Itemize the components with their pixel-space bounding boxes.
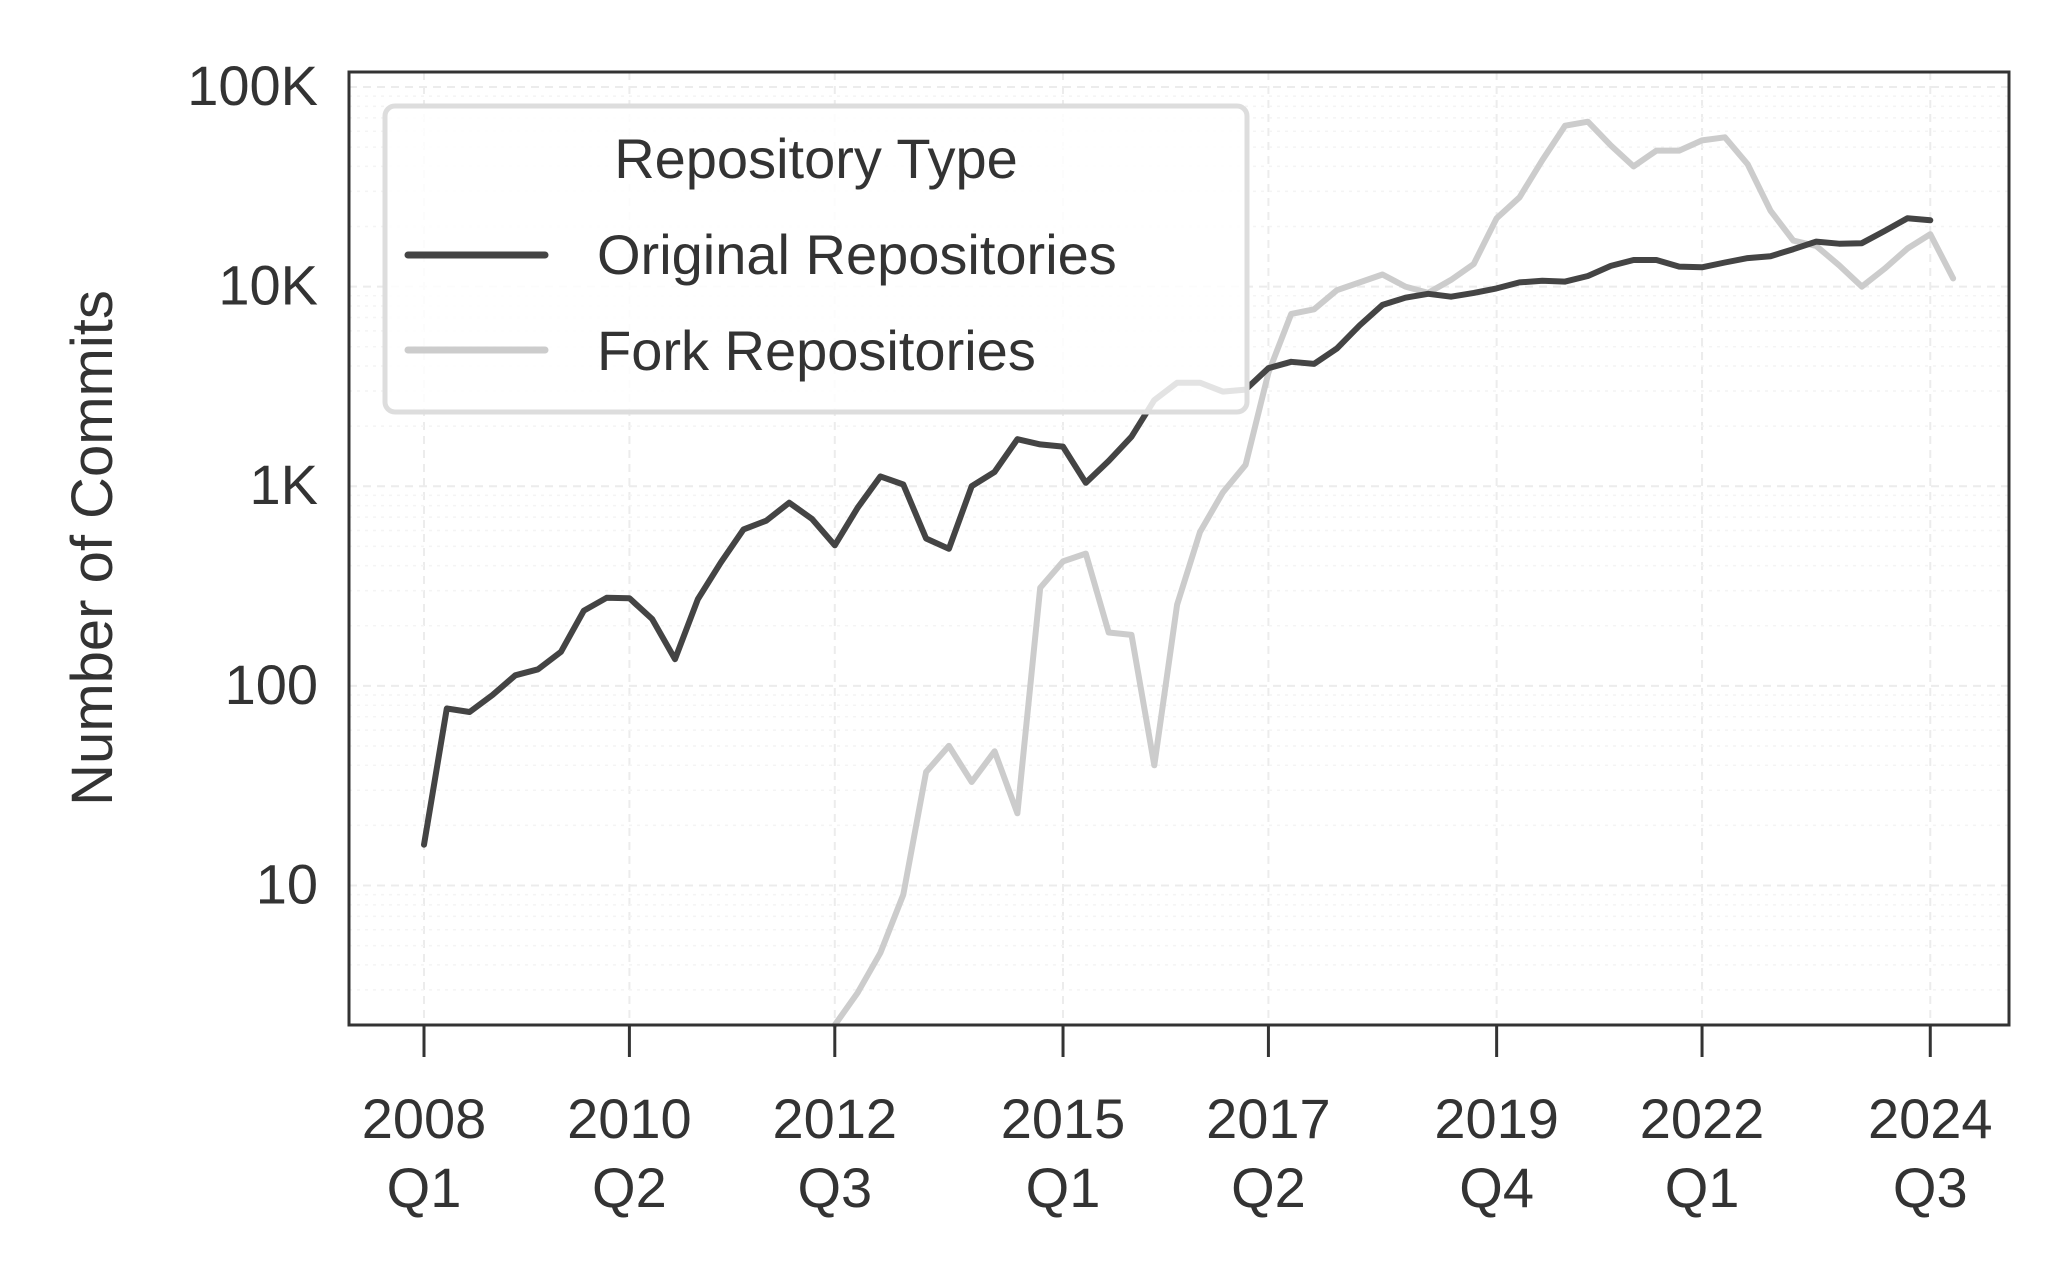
x-tick-year-2: 2012 [773,1087,898,1150]
x-tick-quarter-3: Q1 [1026,1156,1101,1219]
x-tick-quarter-0: Q1 [387,1156,462,1219]
y-tick-label-4: 100K [187,54,318,117]
x-tick-year-0: 2008 [362,1087,487,1150]
y-axis-label: Number of Commits [60,290,125,806]
x-tick-quarter-4: Q2 [1231,1156,1306,1219]
legend-label-fork: Fork Repositories [597,319,1036,382]
x-tick-year-7: 2024 [1868,1087,1993,1150]
y-tick-label-2: 1K [250,453,319,516]
x-tick-quarter-1: Q2 [592,1156,667,1219]
x-axis-ticks: 2008Q12010Q22012Q32015Q12017Q22019Q42022… [362,1025,1993,1219]
x-tick-quarter-7: Q3 [1893,1156,1968,1219]
x-tick-quarter-6: Q1 [1665,1156,1740,1219]
x-tick-year-6: 2022 [1640,1087,1765,1150]
x-tick-year-5: 2019 [1434,1087,1559,1150]
legend: Repository Type Original Repositories Fo… [382,103,1250,415]
series-line-fork [831,118,1957,1028]
y-tick-label-1: 100 [225,653,318,716]
legend-label-original: Original Repositories [597,223,1117,286]
y-axis-ticks: 10 100 1K 10K 100K [187,54,318,915]
legend-title: Repository Type [614,127,1018,190]
y-tick-label-3: 10K [218,254,318,317]
x-tick-quarter-5: Q4 [1459,1156,1534,1219]
legend-box [382,103,1250,415]
x-tick-year-1: 2010 [567,1087,692,1150]
x-tick-year-3: 2015 [1001,1087,1126,1150]
x-tick-year-4: 2017 [1206,1087,1331,1150]
x-tick-quarter-2: Q3 [797,1156,872,1219]
plot-frame [347,70,2011,1027]
y-tick-label-0: 10 [256,852,318,915]
